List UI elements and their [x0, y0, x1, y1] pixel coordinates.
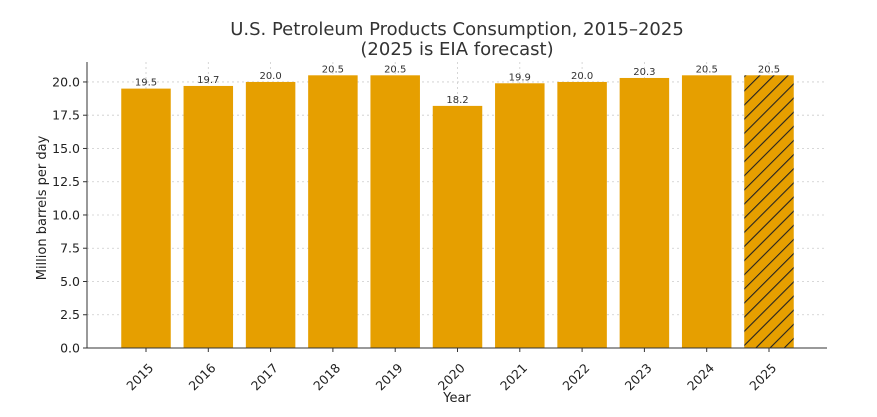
bar-2024 — [681, 75, 732, 349]
y-tick-label: 20.0 — [52, 74, 80, 89]
bar-2021 — [495, 83, 545, 348]
chart-title: U.S. Petroleum Products Consumption, 201… — [230, 19, 684, 40]
x-tick-label-2020: 2020 — [435, 360, 468, 393]
data-label-2023: 20.3 — [633, 67, 655, 78]
bar-2016 — [183, 85, 234, 348]
y-tick-label: 12.5 — [52, 174, 80, 189]
y-tick-label: 7.5 — [60, 241, 80, 256]
bar-2017 — [245, 81, 296, 348]
x-axis-label: Year — [442, 391, 471, 406]
y-tick-label: 15.0 — [52, 141, 80, 156]
bar-2023 — [619, 77, 670, 348]
x-tick-label-2022: 2022 — [559, 360, 592, 393]
x-tick-label-2019: 2019 — [372, 360, 405, 393]
y-tick-label: 2.5 — [60, 307, 80, 322]
x-tick-label-2015: 2015 — [123, 360, 156, 393]
chart-subtitle: (2025 is EIA forecast) — [360, 39, 553, 60]
data-label-2021: 19.9 — [509, 72, 531, 83]
x-tick-label-2016: 2016 — [186, 360, 219, 393]
bar-2019 — [370, 75, 420, 349]
x-tick-label-2023: 2023 — [622, 360, 655, 393]
x-tick-label-2018: 2018 — [310, 360, 343, 393]
data-label-2016: 19.7 — [197, 75, 219, 86]
data-label-2017: 20.0 — [259, 71, 281, 82]
y-tick-label: 10.0 — [52, 207, 80, 222]
y-tick-label: 5.0 — [60, 274, 80, 289]
y-tick-layer: 0.0 2.5 5.0 7.5 10.0 12.5 15.0 17.5 20.0 — [52, 74, 87, 356]
bar-2020 — [432, 105, 483, 348]
data-label-layer: 19.5 19.7 20.0 20.5 20.5 18.2 19.9 20.0 20.3 20.5… — [135, 64, 780, 106]
data-label-2022: 20.0 — [571, 71, 593, 82]
bar-2018 — [308, 75, 358, 349]
y-axis-label: Million barrels per day — [35, 135, 50, 280]
x-tick-label-2024: 2024 — [684, 360, 717, 393]
y-tick-label: 0.0 — [60, 341, 80, 356]
bar-2015 — [121, 88, 171, 349]
x-tick-label-2017: 2017 — [248, 360, 281, 393]
bar-2022 — [557, 81, 607, 348]
y-tick-label: 17.5 — [52, 108, 80, 123]
x-tick-layer: 2015 2016 2017 2018 2019 2020 2021 2022 2023 2024… — [123, 348, 779, 393]
x-tick-label-2021: 2021 — [497, 360, 530, 393]
bar-layer — [121, 75, 794, 349]
data-label-2024: 20.5 — [696, 64, 718, 75]
data-label-2018: 20.5 — [322, 64, 344, 75]
data-label-2019: 20.5 — [384, 64, 406, 75]
data-label-2020: 18.2 — [446, 95, 468, 106]
bar-2025-forecast — [744, 75, 794, 349]
x-tick-label-2025: 2025 — [746, 360, 779, 393]
data-label-2025: 20.5 — [758, 64, 780, 75]
data-label-2015: 19.5 — [135, 78, 157, 89]
